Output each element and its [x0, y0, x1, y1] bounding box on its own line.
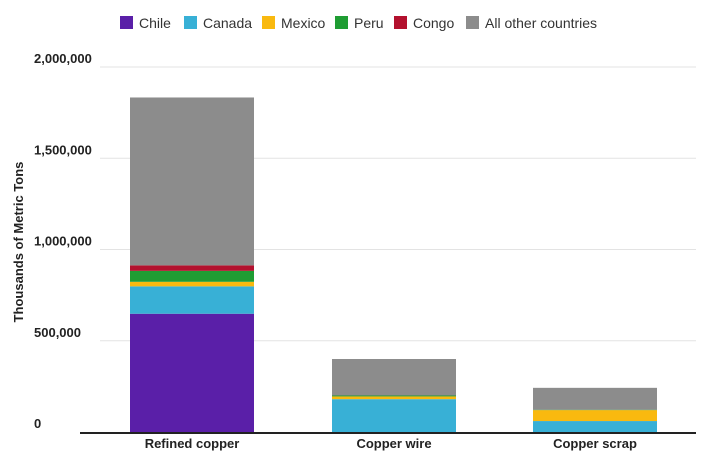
bar-segment	[130, 313, 254, 432]
bars	[130, 97, 657, 432]
axes: Thousands of Metric Tons	[11, 162, 696, 434]
legend-swatch	[262, 16, 275, 29]
legend-item: Mexico	[262, 15, 326, 31]
legend-item: Chile	[120, 15, 171, 31]
bar-segment	[130, 281, 254, 287]
legend-item: Peru	[335, 15, 384, 31]
y-axis-title: Thousands of Metric Tons	[11, 162, 26, 323]
y-tick-labels: 0 500,000 1,000,000 1,500,000 2,000,000	[34, 51, 92, 431]
legend-swatch	[184, 16, 197, 29]
y-tick-label: 500,000	[34, 325, 81, 340]
x-tick-label: Refined copper	[145, 436, 240, 451]
bar-segment	[533, 421, 657, 432]
bar-segment	[332, 395, 456, 397]
bar-segment	[130, 270, 254, 282]
bar-segment	[533, 387, 657, 410]
y-tick-label: 2,000,000	[34, 51, 92, 66]
y-tick-label: 1,500,000	[34, 142, 92, 157]
bar-segment	[130, 265, 254, 271]
legend-swatch	[394, 16, 407, 29]
bar-segment	[332, 359, 456, 396]
legend-swatch	[120, 16, 133, 29]
bar-segment	[332, 399, 456, 432]
legend-swatch	[335, 16, 348, 29]
legend-label: Mexico	[281, 15, 326, 31]
bar-stack	[130, 97, 254, 432]
bar-segment	[130, 286, 254, 314]
y-tick-label: 1,000,000	[34, 234, 92, 249]
legend-label: Chile	[139, 15, 171, 31]
legend-item: Canada	[184, 15, 252, 31]
legend-label: Canada	[203, 15, 252, 31]
x-tick-label: Copper wire	[356, 436, 431, 451]
bar-segment	[332, 396, 456, 400]
legend-item: All other countries	[466, 15, 597, 31]
bar-segment	[130, 97, 254, 266]
bar-stack	[332, 359, 456, 432]
bar-segment	[533, 410, 657, 422]
x-tick-label: Copper scrap	[553, 436, 637, 451]
legend-label: Peru	[354, 15, 384, 31]
legend-item: Congo	[394, 15, 454, 31]
y-tick-label: 0	[34, 416, 41, 431]
bar-stack	[533, 387, 657, 432]
legend: Chile Canada Mexico Peru Congo All other coun…	[120, 15, 597, 31]
legend-label: All other countries	[485, 15, 597, 31]
legend-swatch	[466, 16, 479, 29]
legend-label: Congo	[413, 15, 454, 31]
x-tick-labels: Refined copper Copper wire Copper scrap	[145, 436, 637, 451]
